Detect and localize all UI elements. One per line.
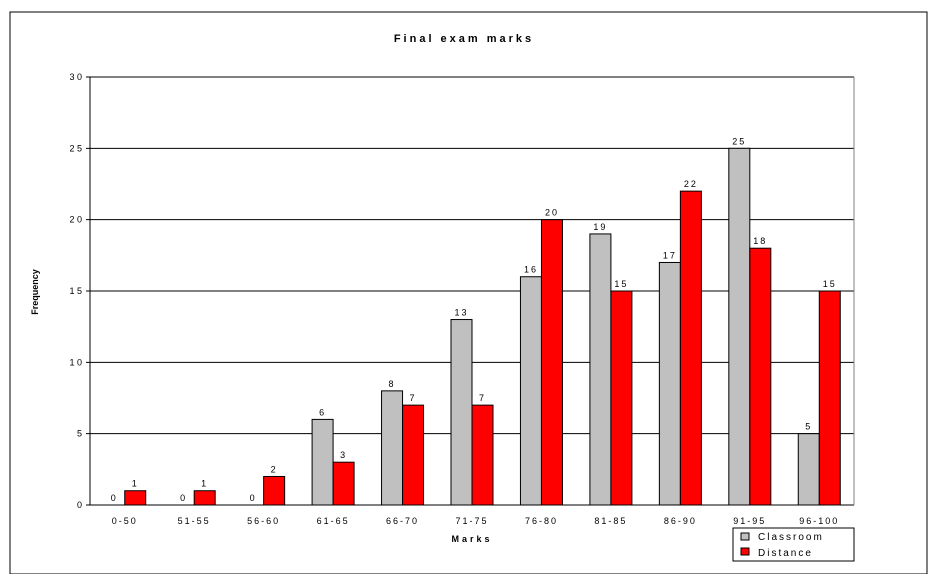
data-label-distance: 20 (545, 208, 559, 218)
bar-distance-96-100 (818, 290, 841, 506)
data-label-classroom: 0 (111, 493, 118, 503)
bar-classroom-76-80 (519, 276, 542, 506)
data-label-classroom: 13 (454, 308, 468, 318)
bar-classroom-71-75 (450, 319, 473, 506)
data-label-classroom: 16 (524, 265, 538, 275)
y-tick-label: 2 0 (69, 215, 82, 225)
x-tick-label: 51-55 (178, 516, 211, 526)
bar-classroom-96-100 (797, 433, 820, 506)
data-label-classroom: 0 (250, 493, 257, 503)
data-label-classroom: 5 (805, 422, 812, 432)
bar-classroom-86-90 (658, 261, 681, 506)
x-tick-label: 0-50 (112, 516, 138, 526)
x-tick-label: 91-95 (733, 516, 766, 526)
legend: Classroom Distance (732, 527, 855, 562)
bar-distance-71-75 (471, 404, 494, 506)
bar-distance-81-85 (610, 290, 633, 506)
bar-distance-76-80 (540, 219, 563, 506)
data-label-distance: 18 (753, 236, 767, 246)
y-tick-label: 1 0 (69, 357, 82, 367)
bar-classroom-61-65 (311, 418, 334, 506)
bar-distance-61-65 (332, 461, 355, 506)
data-label-distance: 3 (340, 450, 347, 460)
x-tick-label: 76-80 (525, 516, 558, 526)
bar-distance-86-90 (679, 190, 702, 506)
data-label-classroom: 25 (732, 136, 746, 146)
legend-distance-label: Distance (758, 548, 813, 559)
y-tick-label: 5 (77, 429, 82, 439)
x-tick-label: 96-100 (799, 516, 839, 526)
data-label-classroom: 6 (319, 407, 326, 417)
y-axis-label: Frequency (30, 269, 40, 315)
x-tick-label: 86-90 (664, 516, 697, 526)
bar-distance-0-50 (124, 490, 147, 506)
data-label-distance: 7 (410, 393, 417, 403)
data-label-classroom: 0 (180, 493, 187, 503)
y-tick-label: 0 (77, 500, 82, 510)
bars (124, 147, 841, 506)
legend-classroom-label: Classroom (758, 532, 824, 543)
x-tick-label: 71-75 (455, 516, 488, 526)
chart-title: Final exam marks (394, 33, 534, 45)
bar-distance-51-55 (193, 490, 216, 506)
bar-classroom-81-85 (589, 233, 612, 506)
data-label-distance: 1 (132, 479, 139, 489)
bar-classroom-91-95 (728, 147, 751, 506)
data-label-distance: 1 (201, 479, 208, 489)
legend-box (732, 527, 855, 562)
data-label-distance: 2 (271, 464, 278, 474)
bar-distance-91-95 (749, 247, 772, 506)
data-label-classroom: 19 (593, 222, 607, 232)
data-label-distance: 15 (823, 279, 837, 289)
y-tick-label: 1 5 (69, 286, 82, 296)
data-label-classroom: 8 (389, 379, 396, 389)
bar-classroom-66-70 (381, 390, 404, 506)
x-axis-label: Marks (451, 534, 492, 544)
legend-classroom-swatch (740, 532, 750, 541)
x-tick-label: 61-65 (317, 516, 350, 526)
legend-distance-swatch (740, 547, 750, 556)
data-labels: 0 1 0 1 0 2 6 3 8 7 13 7 16 20 19 15 17 22 25 18 5 15 (111, 136, 837, 503)
x-tick-label: 66-70 (386, 516, 419, 526)
x-tick-label: 56-60 (247, 516, 280, 526)
y-tick-labels: 0 5 1 0 1 5 2 0 2 5 3 0 (69, 72, 82, 510)
data-label-distance: 22 (684, 179, 698, 189)
data-label-distance: 15 (614, 279, 628, 289)
y-tick-label: 2 5 (69, 143, 82, 153)
data-label-distance: 7 (479, 393, 486, 403)
bar-distance-56-60 (263, 475, 286, 506)
y-tick-label: 3 0 (69, 72, 82, 82)
bar-distance-66-70 (402, 404, 425, 506)
x-tick-label: 81-85 (594, 516, 627, 526)
x-tick-labels: 0-50 51-55 56-60 61-65 66-70 71-75 76-80 81-85 8… (112, 516, 839, 526)
data-label-classroom: 17 (663, 250, 677, 260)
